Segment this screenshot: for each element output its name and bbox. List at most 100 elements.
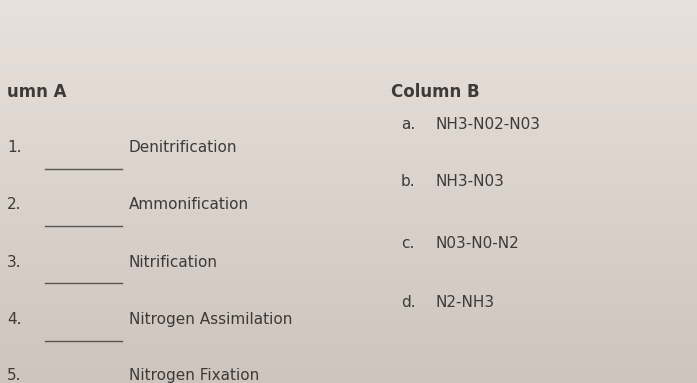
Bar	[0, 130, 697, 132]
Bar	[0, 337, 697, 339]
Bar	[0, 301, 697, 303]
Bar	[0, 327, 697, 329]
Bar	[0, 159, 697, 161]
Bar	[0, 257, 697, 259]
Bar	[0, 368, 697, 370]
Bar	[0, 239, 697, 241]
Bar	[0, 88, 697, 90]
Bar	[0, 165, 697, 167]
Bar	[0, 50, 697, 52]
Bar	[0, 333, 697, 335]
Bar	[0, 345, 697, 347]
Bar	[0, 322, 697, 324]
Bar	[0, 375, 697, 377]
Bar	[0, 308, 697, 310]
Text: c.: c.	[401, 236, 414, 251]
Bar	[0, 113, 697, 115]
Bar	[0, 73, 697, 75]
Bar	[0, 201, 697, 203]
Bar	[0, 2, 697, 4]
Bar	[0, 167, 697, 169]
Bar	[0, 211, 697, 213]
Bar	[0, 241, 697, 243]
Bar	[0, 163, 697, 165]
Bar	[0, 312, 697, 314]
Bar	[0, 170, 697, 172]
Bar	[0, 146, 697, 147]
Bar	[0, 218, 697, 220]
Bar	[0, 255, 697, 257]
Bar	[0, 232, 697, 234]
Bar	[0, 36, 697, 38]
Bar	[0, 174, 697, 176]
Bar	[0, 226, 697, 228]
Bar	[0, 193, 697, 195]
Bar	[0, 184, 697, 186]
Bar	[0, 243, 697, 245]
Bar	[0, 188, 697, 190]
Bar	[0, 57, 697, 59]
Bar	[0, 27, 697, 29]
Bar	[0, 222, 697, 224]
Bar	[0, 306, 697, 308]
Bar	[0, 285, 697, 287]
Bar	[0, 314, 697, 316]
Bar	[0, 161, 697, 163]
Bar	[0, 10, 697, 11]
Bar	[0, 134, 697, 136]
Bar	[0, 147, 697, 149]
Text: 4.: 4.	[7, 312, 22, 327]
Bar	[0, 56, 697, 57]
Bar	[0, 245, 697, 247]
Bar	[0, 266, 697, 268]
Bar	[0, 270, 697, 272]
Bar	[0, 364, 697, 366]
Bar	[0, 352, 697, 354]
Bar	[0, 377, 697, 379]
Text: umn A: umn A	[7, 83, 66, 101]
Bar	[0, 142, 697, 144]
Bar	[0, 38, 697, 40]
Bar	[0, 77, 697, 79]
Bar	[0, 291, 697, 293]
Bar	[0, 151, 697, 153]
Bar	[0, 379, 697, 381]
Bar	[0, 44, 697, 46]
Bar	[0, 29, 697, 31]
Bar	[0, 6, 697, 8]
Bar	[0, 178, 697, 180]
Text: 5.: 5.	[7, 368, 22, 383]
Bar	[0, 4, 697, 6]
Bar	[0, 19, 697, 21]
Bar	[0, 59, 697, 61]
Bar	[0, 347, 697, 349]
Bar	[0, 299, 697, 301]
Bar	[0, 126, 697, 128]
Bar	[0, 172, 697, 174]
Text: Column B: Column B	[391, 83, 480, 101]
Bar	[0, 373, 697, 375]
Bar	[0, 251, 697, 253]
Bar	[0, 92, 697, 94]
Text: Denitrification: Denitrification	[129, 140, 238, 155]
Bar	[0, 366, 697, 368]
Bar	[0, 182, 697, 184]
Bar	[0, 304, 697, 306]
Bar	[0, 65, 697, 67]
Bar	[0, 362, 697, 364]
Text: a.: a.	[401, 117, 415, 132]
Bar	[0, 8, 697, 10]
Text: 1.: 1.	[7, 140, 22, 155]
Bar	[0, 111, 697, 113]
Bar	[0, 293, 697, 295]
Bar	[0, 289, 697, 291]
Bar	[0, 318, 697, 320]
Bar	[0, 341, 697, 343]
Bar	[0, 199, 697, 201]
Bar	[0, 203, 697, 205]
Bar	[0, 354, 697, 356]
Bar	[0, 303, 697, 304]
Bar	[0, 197, 697, 199]
Bar	[0, 349, 697, 350]
Bar	[0, 272, 697, 274]
